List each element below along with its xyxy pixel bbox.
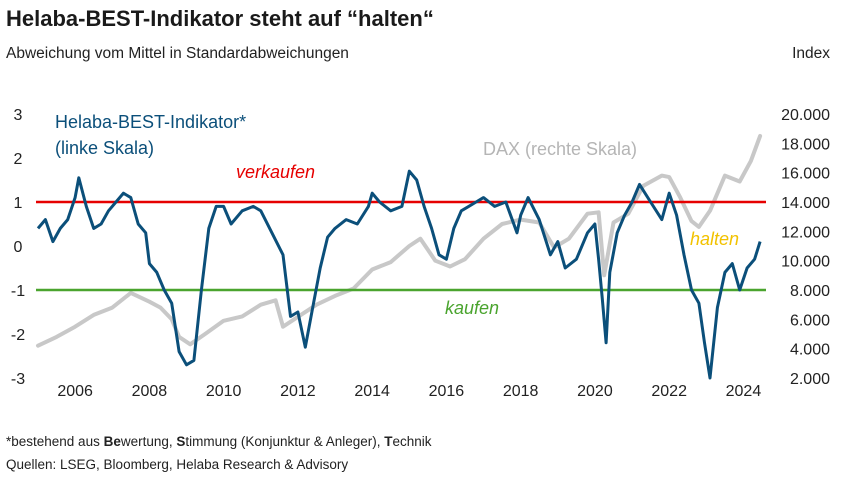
left-tick-label: 2 xyxy=(14,151,23,168)
footnote-text-3: echnik xyxy=(392,434,432,449)
hold-annotation: halten xyxy=(690,229,739,249)
x-tick-label: 2008 xyxy=(132,383,168,400)
x-tick-label: 2012 xyxy=(280,383,316,400)
left-axis: 3 2 1 0 -1 -2 -3 xyxy=(11,107,25,388)
left-tick-label: 3 xyxy=(14,107,23,124)
footnote-bold-t: T xyxy=(384,434,393,449)
footnote-bold-s: S xyxy=(176,434,186,449)
right-tick-label: 12.000 xyxy=(781,224,830,241)
right-tick-label: 2.000 xyxy=(790,371,830,388)
left-tick-label: 0 xyxy=(14,239,23,256)
left-tick-label: -2 xyxy=(11,327,25,344)
left-tick-label: -3 xyxy=(11,371,25,388)
left-tick-label: -1 xyxy=(11,283,25,300)
footnote: *bestehend aus Bewertung, Stimmung (Konj… xyxy=(6,434,432,449)
footnote-text-1: wertung, xyxy=(120,434,177,449)
right-tick-label: 6.000 xyxy=(790,312,830,329)
x-tick-label: 2024 xyxy=(726,383,762,400)
right-tick-label: 14.000 xyxy=(781,195,830,212)
left-axis-unit-label: Abweichung vom Mittel in Standardabweich… xyxy=(6,45,349,62)
right-tick-label: 18.000 xyxy=(781,136,830,153)
x-tick-label: 2010 xyxy=(206,383,242,400)
x-tick-label: 2014 xyxy=(354,383,390,400)
indicator-legend-label: Helaba-BEST-Indikator* xyxy=(55,112,246,132)
right-tick-label: 10.000 xyxy=(781,254,830,271)
dax-legend-label: DAX (rechte Skala) xyxy=(483,139,637,159)
footnote-bold-be: Be xyxy=(103,434,121,449)
indicator-series-line xyxy=(36,169,762,380)
footnote-text-2: timmung (Konjunktur & Anleger), xyxy=(185,434,385,449)
left-tick-label: 1 xyxy=(14,195,23,212)
x-tick-label: 2020 xyxy=(577,383,613,400)
x-tick-label: 2006 xyxy=(57,383,93,400)
x-tick-label: 2018 xyxy=(503,383,539,400)
indicator-legend-sublabel: (linke Skala) xyxy=(55,138,154,158)
x-axis: 2006 2008 2010 2012 2014 2016 2018 2020 2022 2024 xyxy=(57,383,761,400)
chart-title: Helaba-BEST-Indikator steht auf “halten“ xyxy=(6,6,434,31)
chart-canvas: 3 2 1 0 -1 -2 -3 20.000 18.000 16.000 14.000 12.00… xyxy=(11,107,830,400)
dax-series-line xyxy=(36,134,763,348)
right-tick-label: 20.000 xyxy=(781,107,830,124)
right-tick-label: 4.000 xyxy=(790,342,830,359)
right-axis-unit-label: Index xyxy=(792,45,830,62)
x-tick-label: 2016 xyxy=(429,383,465,400)
x-tick-label: 2022 xyxy=(651,383,687,400)
right-axis: 20.000 18.000 16.000 14.000 12.000 10.000 8.00… xyxy=(781,107,830,388)
right-tick-label: 8.000 xyxy=(790,283,830,300)
right-tick-label: 16.000 xyxy=(781,166,830,183)
footnote-prefix: *bestehend aus xyxy=(6,434,104,449)
buy-annotation: kaufen xyxy=(445,298,499,318)
sources: Quellen: LSEG, Bloomberg, Helaba Researc… xyxy=(6,457,349,472)
sell-annotation: verkaufen xyxy=(236,162,315,182)
